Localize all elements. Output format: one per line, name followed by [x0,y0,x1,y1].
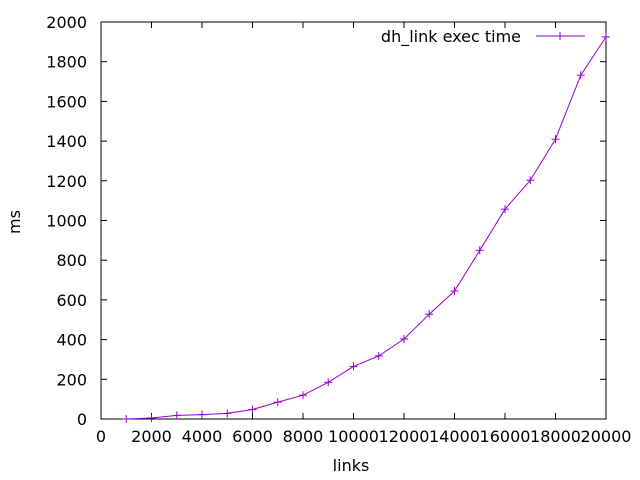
x-axis-label: links [333,456,370,475]
plot-frame [100,21,607,420]
data-point [501,205,509,214]
y-tick-label: 1200 [46,172,87,191]
x-tick-label: 20000 [581,427,632,446]
data-point [400,335,408,344]
x-tick-label: 4000 [182,427,223,446]
x-tick-label: 18000 [530,427,581,446]
data-point [147,414,156,423]
x-tick-label: 6000 [232,427,273,446]
x-tick-label: 16000 [480,427,531,446]
y-tick-label: 200 [56,370,87,389]
data-point [475,246,484,255]
data-point [450,286,459,295]
data-point [576,71,585,80]
data-point [122,415,131,423]
data-point [425,310,434,319]
x-tick-label: 0 [96,427,106,446]
y-tick-label: 1600 [46,92,87,111]
x-tick-labels: 0 2000 4000 6000 8000 10000 12000 14000 16000 180… [96,427,632,446]
series-line [126,36,607,420]
data-point [374,351,383,360]
data-point [324,378,333,387]
x-tick-label: 8000 [283,427,324,446]
data-point [551,135,560,144]
y-tick-label: 1400 [46,132,87,151]
data-point [198,410,206,419]
y-tick-label: 400 [56,331,87,350]
data-point [349,362,358,371]
legend-marker [556,32,564,40]
axis-ticks [100,21,607,420]
y-tick-label: 800 [56,251,87,270]
y-tick-label: 2000 [46,13,87,32]
data-point [299,391,307,400]
y-tick-label: 600 [56,291,87,310]
data-point [223,409,232,418]
data-point [273,398,282,407]
legend-label: dh_link exec time [381,27,521,47]
x-tick-label: 12000 [379,427,430,446]
series-layer [122,32,610,423]
x-tick-label: 14000 [429,427,480,446]
x-tick-label: 10000 [328,427,379,446]
x-tick-label: 2000 [131,427,172,446]
y-axis-label: ms [5,210,24,234]
y-tick-label: 0 [77,410,87,429]
data-point [526,176,535,185]
y-tick-labels: 0 200 400 600 800 1000 1200 1400 1600 1800 2000 [46,13,87,429]
y-tick-label: 1000 [46,212,87,231]
legend: dh_link exec time [381,27,585,47]
y-tick-label: 1800 [46,53,87,72]
data-point [602,32,610,41]
data-point [248,405,257,414]
data-point [172,411,181,420]
